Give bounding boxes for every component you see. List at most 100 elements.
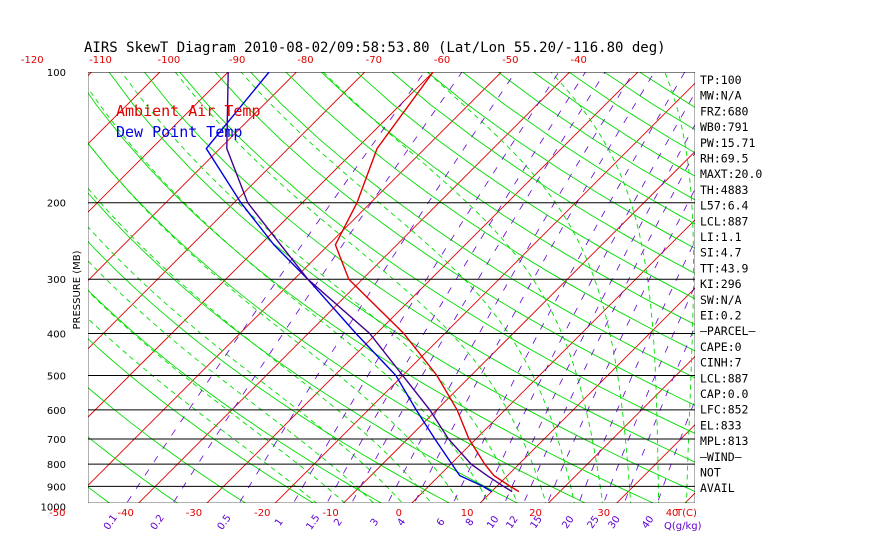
- mixing-ratio-tick-label: 10: [485, 514, 501, 531]
- isotherm-line: [342, 150, 695, 503]
- index-line: EL:833: [700, 418, 742, 432]
- dry-adiabat: [88, 240, 451, 503]
- index-line: AVAIL: [700, 481, 735, 495]
- mixing-ratio-line: [523, 151, 695, 503]
- isotherm-line: [88, 72, 434, 418]
- dry-adiabat: [143, 72, 695, 463]
- dry-adiabat: [355, 72, 695, 300]
- bottom-temp-tick-label: -30: [186, 508, 202, 519]
- top-temp-tick-label: -50: [502, 55, 518, 66]
- bottom-temp-tick-label: 30: [597, 508, 610, 519]
- index-line: LI:1.1: [700, 230, 742, 244]
- mixing-ratio-line: [546, 188, 695, 503]
- mixing-ratio-line: [292, 72, 560, 503]
- index-line: LCL:887: [700, 214, 749, 228]
- mixing-ratio-tick-label: 6: [435, 517, 448, 529]
- isotherm-line: [206, 72, 639, 503]
- pressure-tick-label: 800: [47, 460, 66, 471]
- index-line: CINH:7: [700, 356, 742, 370]
- bottom-temp-tick-label: -50: [49, 508, 65, 519]
- isotherm-line: [88, 72, 502, 487]
- index-line: LCL:887: [700, 371, 749, 385]
- dry-adiabat: [88, 387, 247, 503]
- index-line: FRZ:680: [700, 104, 749, 118]
- bottom-temp-tick-label: 20: [529, 508, 542, 519]
- mixing-ratio-line: [172, 72, 463, 503]
- mixing-ratio-line: [351, 72, 606, 503]
- isotherm-line: [88, 72, 366, 350]
- isotherm-line: [616, 424, 695, 503]
- isotherm-line: [547, 355, 695, 503]
- bottom-temp-tick-label: -40: [117, 508, 133, 519]
- index-line: WB0:791: [700, 120, 749, 134]
- pressure-tick-label: 1000: [41, 502, 66, 513]
- index-line: PW:15.71: [700, 136, 755, 150]
- index-line: KI:296: [700, 277, 742, 291]
- y-axis-label: PRESSURE (MB): [72, 250, 83, 329]
- top-temp-tick-label: -110: [89, 55, 112, 66]
- dry-adiabat: [249, 72, 695, 379]
- isotherm-line: [818, 72, 870, 506]
- index-line: TP:100: [700, 73, 742, 87]
- moist-adiabat: [88, 290, 346, 503]
- index-line: LFC:852: [700, 403, 748, 417]
- moist-adiabat: [88, 317, 318, 503]
- top-temp-tick-label: -70: [366, 55, 382, 66]
- mixing-ratio-line: [452, 72, 686, 503]
- bottom-temp-tick-label: 0: [396, 508, 402, 519]
- mixing-ratio-line: [238, 72, 516, 503]
- mixing-ratio-line: [603, 285, 695, 503]
- isotherm-line: [88, 72, 297, 282]
- dry-adiabat: [88, 338, 315, 503]
- index-line: L57:6.4: [700, 199, 749, 213]
- mixing-ratio-tick-label: 1.5: [304, 513, 322, 532]
- profile-lines: [205, 72, 520, 493]
- mixing-ratio-line: [504, 123, 695, 503]
- isotherm-line: [411, 219, 695, 503]
- mixing-ratio-line: [413, 72, 655, 503]
- dry-adiabat: [88, 486, 111, 503]
- dry-adiabat: [461, 72, 695, 225]
- mixing-ratio-line: [126, 72, 425, 503]
- bottom-temp-tick-label: -20: [254, 508, 270, 519]
- mixing-ratio-unit: Q(g/kg): [664, 521, 702, 532]
- moist-adiabat: [88, 142, 461, 503]
- dry-adiabat: [426, 72, 695, 249]
- isotherm-line: [138, 72, 570, 503]
- temperature-profile: [334, 72, 520, 493]
- isotherm-line: [274, 82, 695, 503]
- index-line: MAXT:20.0: [700, 167, 762, 181]
- dry-adiabat: [179, 72, 695, 434]
- index-line: TT:43.9: [700, 261, 749, 275]
- parcel-profile: [226, 72, 513, 493]
- index-line: CAP:0.0: [700, 387, 749, 401]
- mixing-ratio-tick-label: 2: [332, 517, 345, 529]
- dry-adiabat: [285, 72, 695, 352]
- index-line: EI:0.2: [700, 309, 742, 323]
- moist-adiabat: [240, 72, 575, 503]
- index-line: TH:4883: [700, 183, 749, 197]
- mixing-ratio-tick-label: 40: [640, 514, 656, 531]
- index-line: MW:N/A: [700, 89, 742, 103]
- pressure-tick-label: 200: [47, 199, 66, 210]
- legend-temp: Ambient Air Temp: [116, 102, 261, 120]
- top-temp-tick-label: -80: [297, 55, 313, 66]
- grid-lines: [0, 72, 870, 506]
- mixing-ratio-tick-label: 3: [369, 517, 382, 529]
- mixing-ratio-line: [578, 240, 695, 503]
- top-temp-tick-label: -60: [434, 55, 450, 66]
- dry-adiabat: [108, 72, 695, 492]
- dry-adiabat: [88, 142, 587, 503]
- mixing-ratio-tick-label: 0.2: [149, 513, 167, 532]
- mixing-ratio-line: [623, 325, 695, 503]
- mixing-ratio-line: [326, 72, 586, 503]
- mixing-ratio-tick-label: 20: [560, 514, 576, 531]
- pressure-tick-label: 900: [47, 482, 66, 493]
- isotherm-line: [0, 72, 23, 506]
- index-line: MPL:813: [700, 434, 749, 448]
- top-temp-tick-label: -120: [21, 55, 44, 66]
- pressure-tick-label: 500: [47, 372, 66, 383]
- mixing-ratio-line: [481, 92, 695, 503]
